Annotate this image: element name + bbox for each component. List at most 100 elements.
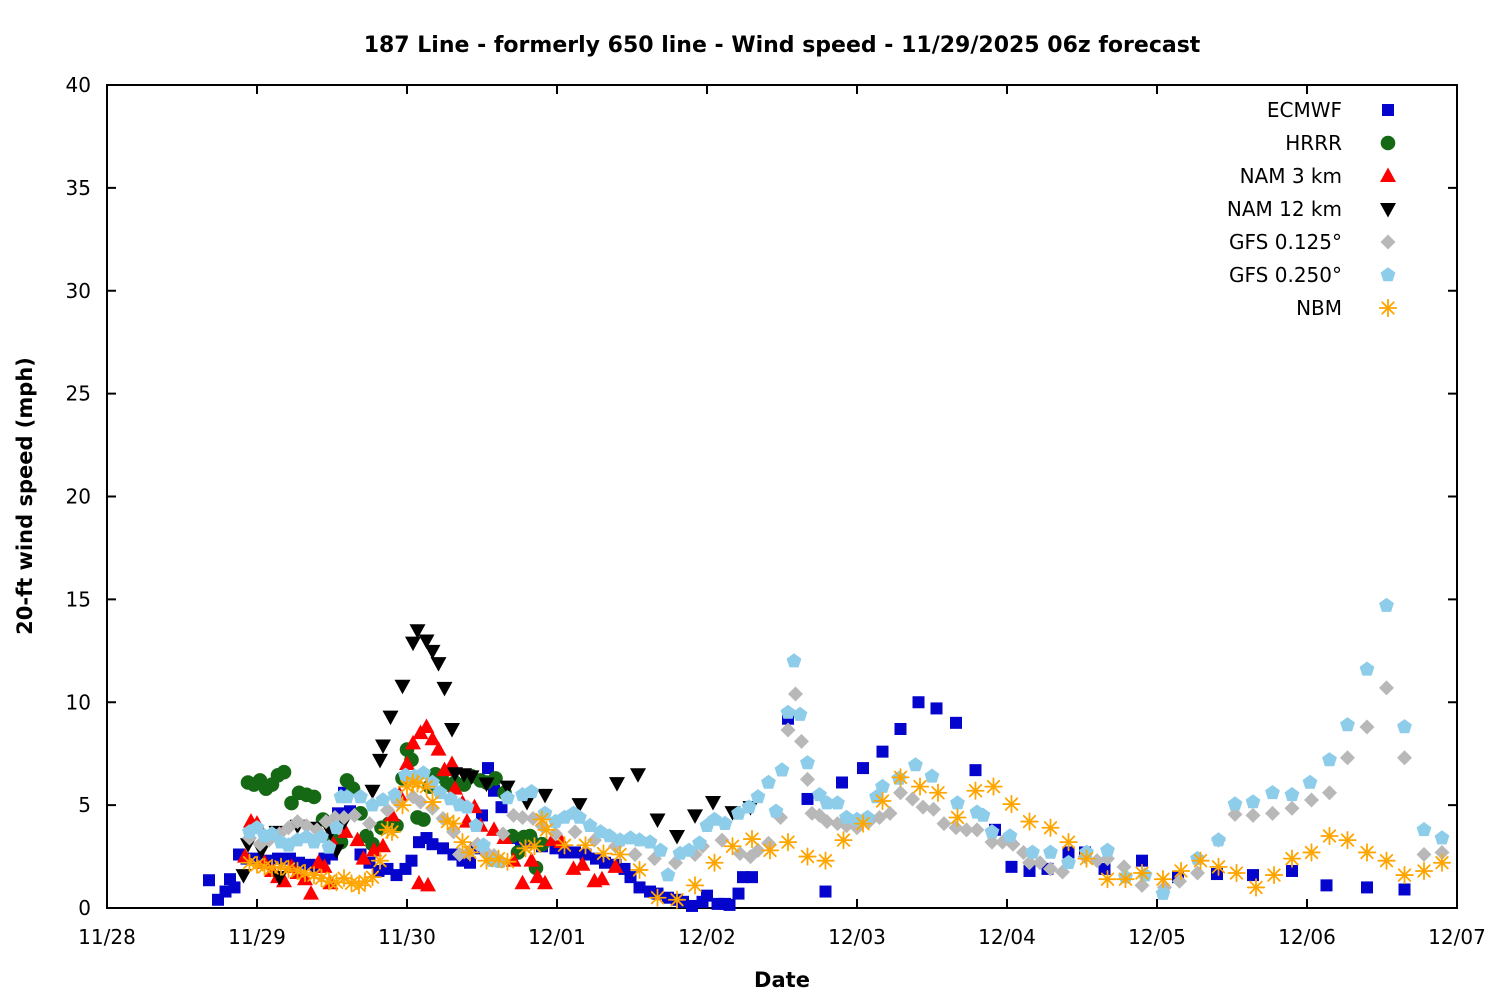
data-point — [686, 899, 698, 912]
y-tick-label: 30 — [66, 279, 91, 303]
legend-item-gfs-0-125-: GFS 0.125° — [1229, 230, 1396, 254]
data-point — [630, 860, 649, 880]
y-tick-label: 5 — [78, 793, 91, 817]
x-tick-label: 12/07 — [1428, 925, 1486, 949]
data-point — [1377, 851, 1396, 870]
data-point — [761, 774, 776, 789]
data-point — [463, 770, 480, 785]
data-point — [1338, 831, 1357, 850]
data-point — [432, 785, 448, 800]
data-point — [478, 777, 495, 793]
data-point — [393, 796, 412, 815]
data-point — [760, 841, 780, 860]
data-point — [418, 718, 435, 733]
x-tick-label: 11/28 — [78, 925, 136, 949]
data-point — [1020, 812, 1039, 831]
data-point — [430, 657, 447, 672]
data-point — [1284, 800, 1300, 816]
data-point — [705, 853, 724, 872]
data-point — [750, 789, 766, 804]
data-point — [571, 798, 588, 813]
data-point — [816, 851, 835, 870]
data-point — [336, 809, 352, 825]
data-point — [1395, 865, 1414, 885]
data-point — [1041, 818, 1060, 837]
data-point — [685, 876, 705, 895]
data-point — [349, 831, 366, 847]
data-point — [1247, 869, 1259, 882]
data-point — [1361, 881, 1373, 894]
data-point — [653, 842, 668, 857]
data-point — [416, 765, 431, 780]
data-point — [894, 722, 907, 735]
y-tick-label: 15 — [66, 587, 91, 611]
data-point — [1245, 794, 1261, 809]
data-point — [447, 780, 463, 795]
data-point — [1023, 864, 1036, 877]
data-point — [1416, 847, 1432, 863]
data-point — [476, 837, 491, 852]
triangle-up-legend-marker-icon — [1380, 167, 1396, 182]
data-point — [839, 809, 854, 824]
x-tick-label: 12/05 — [1128, 925, 1186, 949]
data-point — [537, 820, 556, 839]
data-point — [975, 807, 991, 822]
data-point — [499, 780, 516, 796]
pentagon-legend-marker-icon — [1380, 267, 1396, 282]
data-point — [774, 762, 790, 777]
y-tick-label: 20 — [66, 485, 91, 509]
x-tick-label: 12/06 — [1278, 925, 1336, 949]
x-tick-label: 12/01 — [528, 925, 586, 949]
data-point — [801, 792, 814, 805]
data-point — [413, 794, 428, 810]
data-point — [468, 817, 484, 832]
data-point — [950, 716, 962, 729]
data-point — [306, 789, 322, 805]
data-point — [812, 787, 827, 802]
data-point — [1434, 830, 1450, 845]
data-point — [875, 778, 890, 793]
data-point — [819, 795, 835, 810]
data-point — [276, 764, 292, 780]
data-point — [460, 843, 480, 862]
data-point — [732, 887, 745, 900]
data-point — [1398, 883, 1411, 896]
data-point — [515, 809, 530, 825]
data-point — [284, 795, 299, 811]
legend-label: NBM — [1296, 296, 1342, 320]
data-point — [1397, 719, 1412, 734]
data-point — [1061, 854, 1076, 869]
legend-item-ecmwf: ECMWF — [1267, 98, 1394, 122]
legend-label: NAM 3 km — [1240, 164, 1342, 188]
data-point — [610, 845, 630, 864]
data-point — [416, 812, 431, 827]
data-point — [362, 816, 377, 832]
data-point — [786, 653, 802, 668]
data-point — [1089, 853, 1105, 869]
data-point — [1340, 750, 1355, 766]
y-tick-label: 35 — [66, 176, 91, 200]
data-point — [572, 809, 587, 824]
data-point — [936, 816, 952, 832]
triangle-down-legend-marker-icon — [1380, 203, 1396, 218]
data-point — [409, 624, 426, 639]
data-point — [1100, 842, 1115, 857]
x-tick-label: 12/02 — [678, 925, 736, 949]
data-point — [366, 841, 382, 857]
data-point — [347, 807, 362, 823]
data-point — [1246, 878, 1266, 897]
data-point — [915, 799, 931, 815]
data-point — [1227, 863, 1246, 883]
data-point — [908, 757, 923, 772]
x-tick-label: 11/30 — [378, 925, 436, 949]
data-point — [1322, 785, 1337, 801]
data-point — [203, 874, 215, 887]
data-point — [891, 768, 910, 787]
data-point — [498, 852, 517, 871]
data-point — [1209, 857, 1228, 876]
legend-item-gfs-0-250-: GFS 0.250° — [1229, 263, 1396, 287]
legend-item-nam-3-km: NAM 3 km — [1240, 164, 1396, 188]
data-point — [633, 881, 646, 894]
data-point — [930, 702, 943, 715]
data-point — [576, 836, 595, 855]
